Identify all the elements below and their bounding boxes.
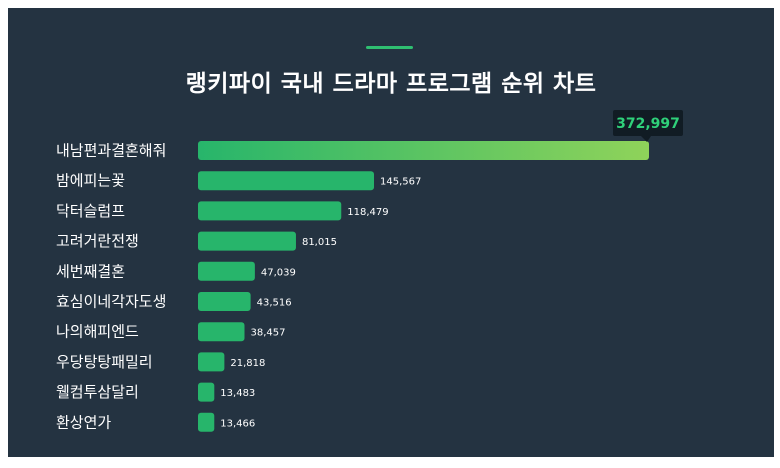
category-label: 세번째결혼 <box>56 262 125 280</box>
value-label: 13,483 <box>220 388 255 399</box>
bar <box>198 231 296 251</box>
value-label: 47,039 <box>261 267 296 278</box>
value-label: 118,479 <box>347 207 388 218</box>
bar <box>198 141 649 160</box>
category-label: 내남편과결혼해줘 <box>56 142 166 160</box>
category-label: 웰컴투삼달리 <box>56 383 139 401</box>
bar <box>198 322 245 342</box>
bar <box>198 382 215 402</box>
category-label: 환상연가 <box>56 413 111 431</box>
bar <box>198 201 342 221</box>
category-label: 나의해피엔드 <box>56 323 139 341</box>
bar <box>198 412 215 432</box>
value-label: 38,457 <box>250 328 285 339</box>
category-label: 우당탕탕패밀리 <box>56 353 153 371</box>
category-label: 닥터슬럼프 <box>56 202 125 220</box>
value-callout-pointer <box>641 136 651 142</box>
value-label: 13,466 <box>220 418 255 429</box>
value-callout-box <box>613 110 683 136</box>
value-label: 81,015 <box>302 237 337 248</box>
value-label: 43,516 <box>257 298 292 309</box>
category-label: 고려거란전쟁 <box>56 232 139 250</box>
bar <box>198 261 255 281</box>
bar <box>198 292 251 311</box>
category-label: 밤에피는꽃 <box>56 172 125 190</box>
value-label: 372,997 <box>616 116 680 132</box>
category-label: 효심이네각자도생 <box>56 293 166 311</box>
bar-chart: 내남편과결혼해줘 372,997 밤에피는꽃 145,567 닥터슬럼프 118,479 고… <box>56 110 683 432</box>
chart-card: 랭키파이 국내 드라마 프로그램 순위 차트 내남편과결혼해줘 372,997 밤에… <box>8 8 774 457</box>
bar <box>198 171 375 191</box>
value-label: 21,818 <box>230 358 265 369</box>
title-accent-bar <box>366 46 413 49</box>
value-label: 145,567 <box>380 177 421 188</box>
bar <box>198 352 225 372</box>
chart-title: 랭키파이 국내 드라마 프로그램 순위 차트 <box>185 71 597 97</box>
